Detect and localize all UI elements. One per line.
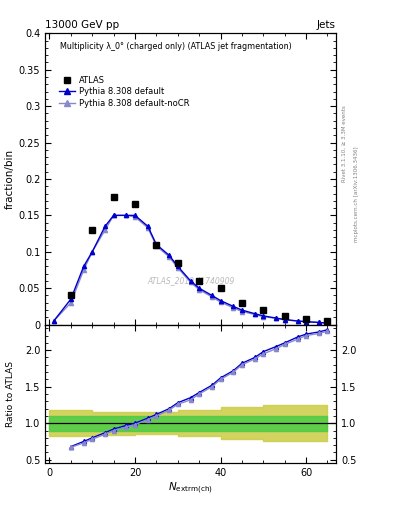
Text: ATLAS_2019_I1740909: ATLAS_2019_I1740909 <box>147 276 234 285</box>
Text: Jets: Jets <box>317 20 336 30</box>
Legend: ATLAS, Pythia 8.308 default, Pythia 8.308 default-noCR: ATLAS, Pythia 8.308 default, Pythia 8.30… <box>55 72 193 111</box>
Text: Rivet 3.1.10, ≥ 3.3M events: Rivet 3.1.10, ≥ 3.3M events <box>342 105 347 182</box>
Y-axis label: fraction/bin: fraction/bin <box>5 149 15 209</box>
X-axis label: $N_{\rm extrm(ch)}$: $N_{\rm extrm(ch)}$ <box>168 481 213 497</box>
Y-axis label: Ratio to ATLAS: Ratio to ATLAS <box>6 361 15 427</box>
Text: 13000 GeV pp: 13000 GeV pp <box>45 20 119 30</box>
Text: mcplots.cern.ch [arXiv:1306.3436]: mcplots.cern.ch [arXiv:1306.3436] <box>354 147 359 242</box>
Text: Multiplicity λ_0° (charged only) (ATLAS jet fragmentation): Multiplicity λ_0° (charged only) (ATLAS … <box>60 42 292 51</box>
